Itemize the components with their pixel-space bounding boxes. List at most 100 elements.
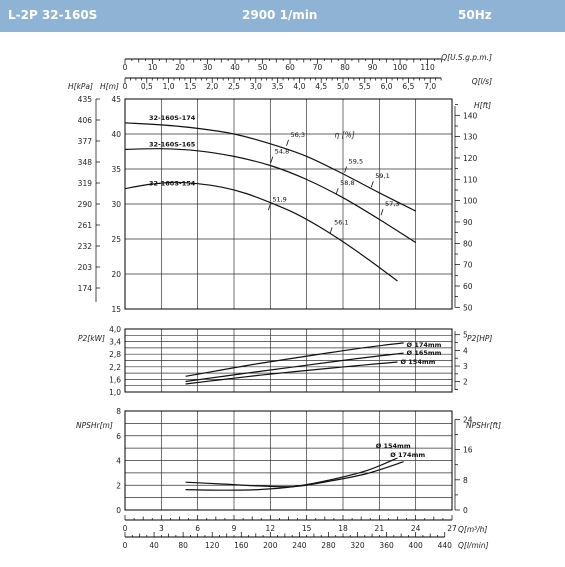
head-ft-tick-label: 140 xyxy=(463,111,478,120)
ls-tick-label: 5,0 xyxy=(337,82,349,91)
npsh-ft-axis-label: NPSHr[ft] xyxy=(466,421,501,430)
head-kpa-tick-label: 377 xyxy=(78,137,93,146)
p2-kw-tick-label: 4,0 xyxy=(109,325,121,334)
m3h-tick-label: 0 xyxy=(123,524,128,533)
head-series-label: 32-160S-174 xyxy=(149,114,196,122)
lmin-tick-label: 120 xyxy=(205,541,220,550)
head-m-tick-label: 35 xyxy=(111,165,121,174)
ls-tick-label: 2,0 xyxy=(206,82,218,91)
npsh-m-tick-label: 2 xyxy=(116,481,121,490)
head-ft-tick-label: 90 xyxy=(463,218,473,227)
head-m-tick-label: 25 xyxy=(111,235,121,244)
head-kpa-tick-label: 319 xyxy=(78,179,93,188)
efficiency-marker xyxy=(344,166,348,173)
m3h-tick-label: 24 xyxy=(411,524,421,533)
usgpm-tick-label: 110 xyxy=(420,63,435,72)
ls-tick-label: 6,0 xyxy=(381,82,393,91)
head-m-tick-label: 20 xyxy=(111,270,121,279)
p2-kw-tick-label: 1,6 xyxy=(109,375,121,384)
head-m-tick-label: 40 xyxy=(111,130,121,139)
efficiency-value-label: 54,8 xyxy=(275,148,289,156)
p2-kw-tick-label: 3,4 xyxy=(109,338,121,347)
p2-hp-axis-label: P2[HP] xyxy=(467,334,492,343)
efficiency-value-label: 56,3 xyxy=(291,131,305,139)
usgpm-tick-label: 10 xyxy=(148,63,158,72)
m3h-tick-label: 18 xyxy=(338,524,348,533)
ls-tick-label: 4,0 xyxy=(293,82,305,91)
ls-tick-label: 0 xyxy=(123,82,128,91)
ls-tick-label: 6,5 xyxy=(402,82,414,91)
head-ft-tick-label: 80 xyxy=(463,239,473,248)
p2-hp-tick-label: 2 xyxy=(463,378,468,387)
power-series-label: Ø 154mm xyxy=(401,358,436,366)
lmin-tick-label: 40 xyxy=(149,541,159,550)
ls-tick-label: 4,5 xyxy=(315,82,327,91)
usgpm-tick-label: 60 xyxy=(285,63,295,72)
head-kpa-tick-label: 348 xyxy=(78,158,93,167)
p2-hp-tick-label: 5 xyxy=(463,331,468,340)
npsh-curve-Ø 174mm xyxy=(185,461,404,488)
p2-hp-tick-label: 4 xyxy=(463,346,468,355)
efficiency-marker xyxy=(270,156,274,163)
head-curve-32-160S-165 xyxy=(124,148,417,244)
usgpm-tick-label: 0 xyxy=(123,63,128,72)
power-series-label: Ø 174mm xyxy=(407,341,442,349)
npsh-ft-tick-label: 0 xyxy=(463,506,468,515)
efficiency-marker xyxy=(267,204,271,211)
ls-tick-label: 0,5 xyxy=(141,82,153,91)
head-ft-tick-label: 70 xyxy=(463,261,473,270)
lmin-tick-label: 360 xyxy=(379,541,394,550)
ls-tick-label: 3,5 xyxy=(272,82,284,91)
lmin-tick-label: 400 xyxy=(409,541,424,550)
head-m-tick-label: 30 xyxy=(111,200,121,209)
ls-tick-label: 1,5 xyxy=(184,82,196,91)
power-curve-Ø 154mm xyxy=(185,361,398,385)
p2-kw-tick-label: 2,8 xyxy=(109,350,121,359)
head-series-label: 32-160S-165 xyxy=(149,140,196,148)
usgpm-tick-label: 70 xyxy=(313,63,323,72)
lmin-tick-label: 80 xyxy=(178,541,188,550)
efficiency-marker xyxy=(335,188,339,195)
m3h-tick-label: 15 xyxy=(302,524,312,533)
npsh-series-label: Ø 154mm xyxy=(376,442,411,450)
head-ft-tick-label: 50 xyxy=(463,303,473,312)
usgpm-tick-label: 30 xyxy=(203,63,213,72)
head-kpa-tick-label: 174 xyxy=(78,284,93,293)
head-m-axis-label: H[m] xyxy=(100,82,119,91)
head-m-tick-label: 15 xyxy=(111,305,121,314)
frequency-label: 50Hz xyxy=(458,8,492,22)
lmin-tick-label: 200 xyxy=(263,541,278,550)
lmin-tick-label: 440 xyxy=(438,541,453,550)
npsh-ft-tick-label: 8 xyxy=(463,476,468,485)
efficiency-marker xyxy=(370,181,374,188)
usgpm-tick-label: 100 xyxy=(393,63,408,72)
m3h-tick-label: 27 xyxy=(447,524,457,533)
ls-tick-label: 2,5 xyxy=(228,82,240,91)
npsh-m-tick-label: 6 xyxy=(116,432,121,441)
usgpm-tick-label: 40 xyxy=(230,63,240,72)
usgpm-tick-label: 20 xyxy=(175,63,185,72)
lmin-tick-label: 0 xyxy=(123,541,128,550)
ls-tick-label: 7,0 xyxy=(424,82,436,91)
lmin-tick-label: 280 xyxy=(321,541,336,550)
ls-tick-label: 5,5 xyxy=(359,82,371,91)
m3h-axis-label: Q[m³/h] xyxy=(458,525,487,534)
speed-label: 2900 1/min xyxy=(242,8,318,22)
power-curve-Ø 165mm xyxy=(185,352,404,383)
m3h-tick-label: 6 xyxy=(195,524,200,533)
m3h-tick-label: 3 xyxy=(159,524,164,533)
head-m-tick-label: 45 xyxy=(111,95,121,104)
npsh-ft-tick-label: 16 xyxy=(463,446,473,455)
panel-frame-p xyxy=(124,328,453,393)
head-ft-tick-label: 60 xyxy=(463,282,473,291)
ls-tick-label: 3,0 xyxy=(250,82,262,91)
efficiency-value-label: 56,1 xyxy=(334,218,348,226)
power-curve-Ø 174mm xyxy=(185,342,404,377)
head-kpa-tick-label: 290 xyxy=(78,200,93,209)
efficiency-label: η [%] xyxy=(335,131,355,140)
npsh-m-axis-label: NPSHr[m] xyxy=(76,421,113,430)
head-ft-tick-label: 110 xyxy=(463,175,478,184)
pump-model-title: L-2P 32-160S xyxy=(8,8,98,22)
head-ft-tick-label: 130 xyxy=(463,133,478,142)
